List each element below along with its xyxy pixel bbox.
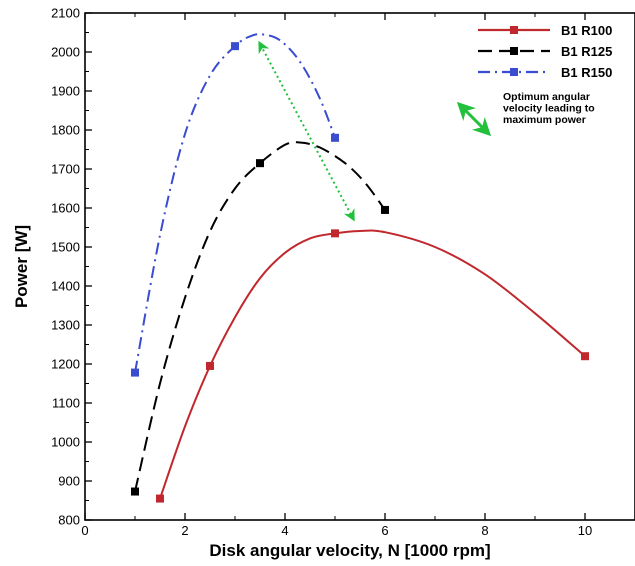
x-tick-label: 4 bbox=[281, 523, 288, 538]
y-tick-label: 1300 bbox=[51, 318, 80, 333]
axes bbox=[84, 12, 635, 521]
x-tick-label: 8 bbox=[481, 523, 488, 538]
legend-entry: B1 R150 bbox=[478, 65, 612, 80]
data-point-marker bbox=[256, 159, 264, 168]
x-tick-label: 10 bbox=[578, 523, 592, 538]
legend-label: B1 R125 bbox=[561, 44, 612, 59]
x-axis-title: Disk angular velocity, N [1000 rpm] bbox=[209, 541, 490, 560]
data-point-marker bbox=[156, 494, 164, 503]
series-line bbox=[134, 33, 336, 373]
y-tick-label: 1200 bbox=[51, 357, 80, 372]
annotation: Optimum angular velocity leading to maxi… bbox=[258, 40, 595, 222]
annotation-text-line-3: maximum power bbox=[503, 114, 586, 126]
y-tick-label: 1500 bbox=[51, 240, 80, 255]
legend-entry: B1 R125 bbox=[478, 44, 612, 59]
legend-label: B1 R150 bbox=[561, 65, 612, 80]
x-tick-label: 2 bbox=[181, 523, 188, 538]
y-tick-label: 1800 bbox=[51, 123, 80, 138]
y-tick-label: 2100 bbox=[51, 6, 80, 21]
legend-entry: B1 R100 bbox=[478, 23, 612, 38]
y-tick-label: 1000 bbox=[51, 435, 80, 450]
annotation-text-line-1: Optimum angular bbox=[503, 91, 590, 103]
y-axis-title: Power [W] bbox=[12, 225, 31, 308]
annotation-text-line-2: velocity leading to bbox=[503, 103, 595, 115]
y-tick-label: 900 bbox=[58, 474, 80, 489]
data-point-marker bbox=[206, 361, 214, 370]
y-tick-label: 1600 bbox=[51, 201, 80, 216]
legend: B1 R100 B1 R125 B1 R150 bbox=[478, 23, 612, 80]
x-tick-label: 6 bbox=[381, 523, 388, 538]
tick-labels: 0 2 4 6 8 10 800 900 1000 1100 1200 1300 1400 1500 160… bbox=[51, 6, 592, 539]
legend-marker bbox=[510, 68, 518, 76]
data-point-marker bbox=[581, 352, 589, 361]
data-point-marker bbox=[231, 42, 239, 51]
annotation-arrow-icon bbox=[456, 101, 492, 137]
legend-marker bbox=[510, 47, 518, 55]
data-point-marker bbox=[331, 229, 339, 238]
y-tick-label: 1700 bbox=[51, 162, 80, 177]
data-point-marker bbox=[381, 205, 389, 214]
data-point-marker bbox=[131, 368, 139, 377]
data-point-marker bbox=[131, 487, 139, 496]
legend-label: B1 R100 bbox=[561, 23, 612, 38]
series-b1-r100 bbox=[156, 229, 589, 503]
y-tick-label: 2000 bbox=[51, 45, 80, 60]
data-point-marker bbox=[331, 133, 339, 142]
y-tick-label: 800 bbox=[58, 513, 80, 528]
y-tick-label: 1900 bbox=[51, 84, 80, 99]
y-tick-label: 1400 bbox=[51, 279, 80, 294]
legend-marker bbox=[510, 26, 518, 34]
y-tick-label: 1100 bbox=[52, 396, 80, 411]
x-tick-label: 0 bbox=[81, 523, 88, 538]
